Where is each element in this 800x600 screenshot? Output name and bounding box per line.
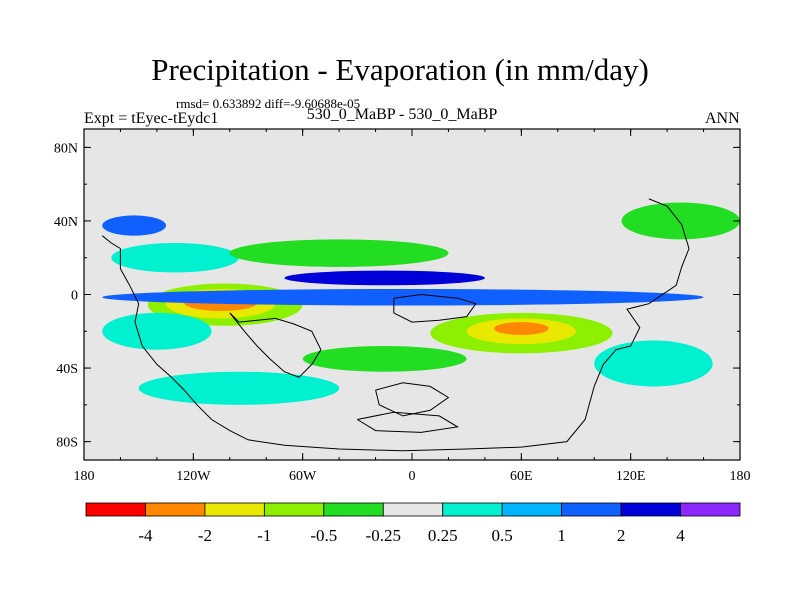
coastline-3 (375, 382, 450, 417)
rmsd-diff-stats: rmsd= 0.633892 diff=-9.60688e-05 (176, 96, 361, 111)
colorbar-swatch (382, 502, 444, 517)
colorbar-swatch (145, 502, 206, 517)
y-tick-label: 0 (71, 289, 78, 304)
colorbar-level-label: 0.25 (428, 526, 458, 545)
season-label: ANN (705, 110, 740, 127)
coastline-0 (101, 198, 690, 452)
x-tick-label: 180 (74, 469, 95, 484)
colorbar-swatch (442, 502, 503, 517)
colorbar-level-label: 0.5 (492, 526, 513, 545)
colorbar-swatch (323, 502, 384, 517)
coastline-2 (393, 293, 477, 323)
coastline-4 (357, 411, 460, 433)
x-axis: 180 120W 60W 0 60E 120E 180 (74, 129, 751, 484)
chart-title: Precipitation - Evaporation (in mm/day) (151, 52, 649, 87)
region-storm-track-40n (102, 215, 166, 236)
colorbar-swatch (561, 502, 622, 517)
coastline-1 (229, 312, 322, 378)
region-equatorial-band (284, 270, 485, 286)
colorbar-level-label: 4 (676, 526, 685, 545)
y-tick-label: 80S (56, 436, 78, 451)
region-east-margin-north (621, 202, 740, 240)
colorbar-level-label: 2 (617, 526, 626, 545)
y-axis: 80N 40N 0 40S 80S (54, 141, 740, 451)
colorbar-swatch (680, 502, 741, 517)
colorbar-level-label: -1 (257, 526, 271, 545)
x-tick-label: 120E (616, 469, 646, 484)
y-tick-label: 40N (54, 215, 78, 230)
continent-outlines (101, 198, 690, 452)
colorbar-swatch (263, 502, 325, 517)
colorbar-level-label: 1 (557, 526, 566, 545)
colorbar-swatch (85, 502, 146, 517)
y-tick-label: 80N (54, 141, 78, 156)
colorbar-swatch (204, 502, 265, 517)
case-label: 530_0_MaBP - 530_0_MaBP (306, 106, 498, 123)
region-high-latitude-south (138, 371, 340, 405)
y-tick-label: 40S (56, 362, 78, 377)
x-tick-label: 180 (730, 469, 751, 484)
region-north-midlatitude (229, 239, 449, 267)
region-south-ocean-40s (302, 345, 467, 372)
x-tick-label: 60W (289, 469, 317, 484)
colorbar-level-label: -0.5 (310, 526, 337, 545)
colorbar-legend: -4 -2 -1 -0.5 -0.25 0.25 0.5 1 2 4 (85, 502, 741, 545)
colorbar-level-label: -2 (198, 526, 212, 545)
region-tethys-gyre-core (493, 322, 549, 335)
x-tick-label: 120W (176, 469, 211, 484)
colorbar-swatch (501, 502, 563, 517)
region-north-pacific (111, 243, 239, 273)
colorbar-level-label: -0.25 (366, 526, 401, 545)
colorbar-level-label: -4 (138, 526, 153, 545)
region-east-margin-south (594, 340, 713, 387)
experiment-label: Expt = tEyec-tEydc1 (84, 110, 219, 127)
region-south-subtropics (102, 312, 212, 350)
colorbar-swatch (620, 502, 681, 517)
x-tick-label: 0 (409, 469, 416, 484)
x-tick-label: 60E (510, 469, 533, 484)
